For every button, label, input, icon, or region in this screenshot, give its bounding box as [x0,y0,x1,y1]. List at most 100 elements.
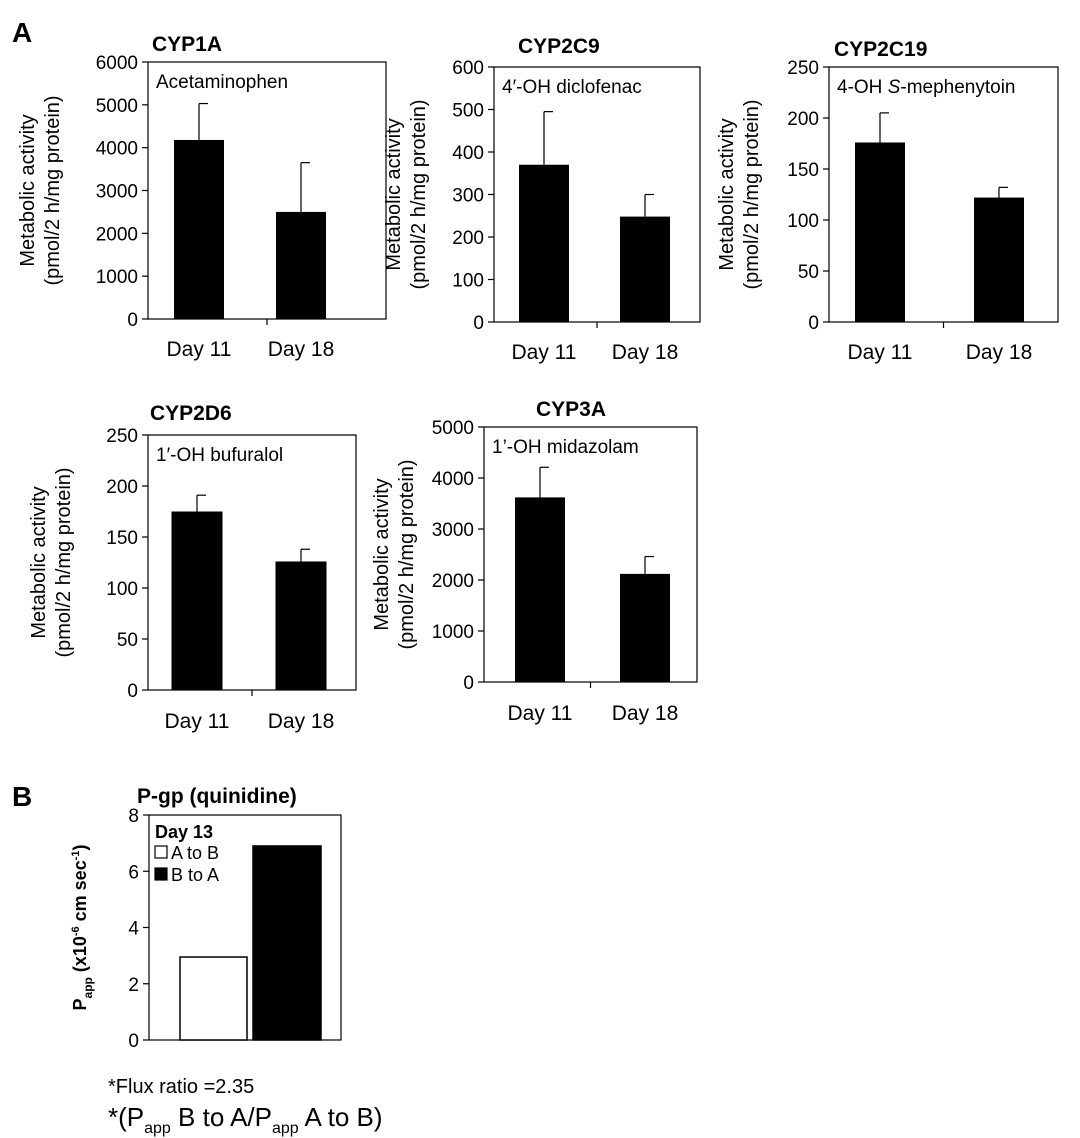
y-tick-label: 250 [787,58,819,79]
y-axis-label-line1: Metabolic activity [28,486,50,638]
cyp-chart-1: 0 1000 2000 3000 4000 5000 6000 Day 11 Day 18 CYP… [17,33,387,361]
category-label: Day 18 [268,338,335,361]
y-axis-label: Metabolic activity (pmol/2 h/mg protein) [28,467,75,657]
y-tick-label: 6 [128,862,139,883]
bar-day-11 [174,139,224,319]
bar-a-to-b [179,956,248,1041]
y-tick-label: 250 [106,426,138,447]
substrate-part: -mephenytoin [900,77,1015,98]
y-tick-label: 200 [452,228,484,249]
legend-title: Day 13 [155,822,213,842]
y-tick-label: 600 [452,58,484,79]
y-tick-label: 5000 [96,96,138,117]
y-tick-label: 200 [106,477,138,498]
category-label: Day 11 [165,710,230,733]
y-axis-label: Papp (x10-6 cm sec-1) [70,844,95,1010]
category-label: Day 11 [508,702,573,725]
y-tick-label: 6000 [96,53,138,74]
y-tick-label: 150 [106,528,138,549]
cyp-chart-4: 0 50 100 150 200 250 Day 11 Day 18 CYP2D6 1′-OH b… [28,402,357,733]
y-label-part: cm sec [70,860,90,926]
bar-day-18 [974,197,1024,322]
panel-label-b: B [12,781,32,812]
y-axis-label-line1: Metabolic activity [716,118,738,270]
chart-title: CYP2C9 [518,35,600,58]
y-tick-label: 1000 [96,267,138,288]
chart-title: CYP3A [536,398,606,421]
substrate-label: 1’-OH midazolam [492,437,639,458]
substrate-label: Acetaminophen [156,72,288,93]
y-tick-label: 5000 [432,418,474,439]
y-axis-label-line2: (pmol/2 h/mg protein) [396,459,418,649]
y-axis-label-line2: (pmol/2 h/mg protein) [42,95,64,285]
legend-swatch [154,867,168,881]
formula-part: B to A/P [171,1102,272,1132]
category-label: Day 18 [966,341,1033,364]
substrate-label: 1′-OH bufuralol [156,445,283,466]
y-tick-label: 100 [106,579,138,600]
y-label-superscript: -6 [70,926,82,936]
y-axis-label: Metabolic activity (pmol/2 h/mg protein) [716,99,763,289]
category-label: Day 11 [848,341,913,364]
y-tick-label: 1000 [432,622,474,643]
bar-day-18 [275,561,327,690]
y-tick-label: 0 [127,310,138,331]
chart-title: CYP2D6 [150,402,232,425]
panel-label-a: A [12,17,32,48]
chart-title: CYP1A [152,33,222,56]
y-tick-label: 4000 [96,139,138,160]
formula-subscript: app [272,1120,299,1137]
y-tick-label: 100 [452,271,484,292]
y-label-part: (x10 [70,936,90,977]
substrate-label: 4′-OH diclofenac [502,77,642,98]
y-axis-label-line2: (pmol/2 h/mg protein) [408,99,430,289]
y-tick-label: 50 [117,630,138,651]
y-axis-label-line2: (pmol/2 h/mg protein) [53,467,75,657]
bar-day-11 [855,142,905,322]
footnote-flux-ratio: *Flux ratio =2.35 [108,1076,254,1098]
chart-title: P-gp (quinidine) [137,785,297,808]
cyp-chart-2: 0 100 200 300 400 500 600 Day 11 Day 18 CYP2C9 4′-… [383,35,701,364]
y-tick-label: 2 [128,975,139,996]
y-tick-label: 0 [127,681,138,702]
substrate-part: S [888,77,901,98]
y-axis-label-line1: Metabolic activity [371,478,393,630]
y-tick-label: 50 [798,262,819,283]
y-tick-label: 8 [128,806,139,827]
y-tick-label: 0 [463,673,474,694]
legend-entry: B to A [171,865,219,885]
y-tick-label: 3000 [96,182,138,203]
category-label: Day 11 [167,338,232,361]
y-tick-label: 200 [787,109,819,130]
cyp-chart-5: 0 1000 2000 3000 4000 5000 Day 11 Day 18 CYP3A 1’… [371,398,698,725]
y-label-part: P [70,998,90,1010]
y-label-subscript: app [81,977,95,998]
category-label: Day 18 [268,710,335,733]
y-tick-label: 3000 [432,520,474,541]
bar-day-11 [171,511,223,690]
bar-day-11 [515,497,565,682]
y-axis-label-line1: Metabolic activity [17,114,39,266]
y-label-part: ) [70,844,90,850]
y-tick-label: 300 [452,186,484,207]
formula-subscript: app [144,1120,171,1137]
y-tick-label: 0 [128,1031,139,1052]
footnote-formula: *(Papp B to A/Papp A to B) [108,1102,383,1137]
y-tick-label: 4000 [432,469,474,490]
substrate-label: 4-OH S-mephenytoin [837,77,1016,98]
y-axis-label: Metabolic activity (pmol/2 h/mg protein) [17,95,64,285]
bar-day-11 [519,164,569,322]
bar-day-18 [620,573,670,682]
y-tick-label: 100 [787,211,819,232]
y-tick-label: 500 [452,101,484,122]
chart-title: CYP2C19 [834,38,927,61]
legend-entry: A to B [171,843,219,863]
bar-b-to-a [252,845,322,1041]
y-tick-label: 4 [128,919,139,940]
formula-part: *(P [108,1102,144,1132]
y-tick-label: 2000 [432,571,474,592]
y-axis-label: Metabolic activity (pmol/2 h/mg protein) [383,99,430,289]
cyp-chart-3: 0 50 100 150 200 250 Day 11 Day 18 CYP2C19 4-OH S… [716,38,1059,364]
bar-day-18 [276,211,326,319]
